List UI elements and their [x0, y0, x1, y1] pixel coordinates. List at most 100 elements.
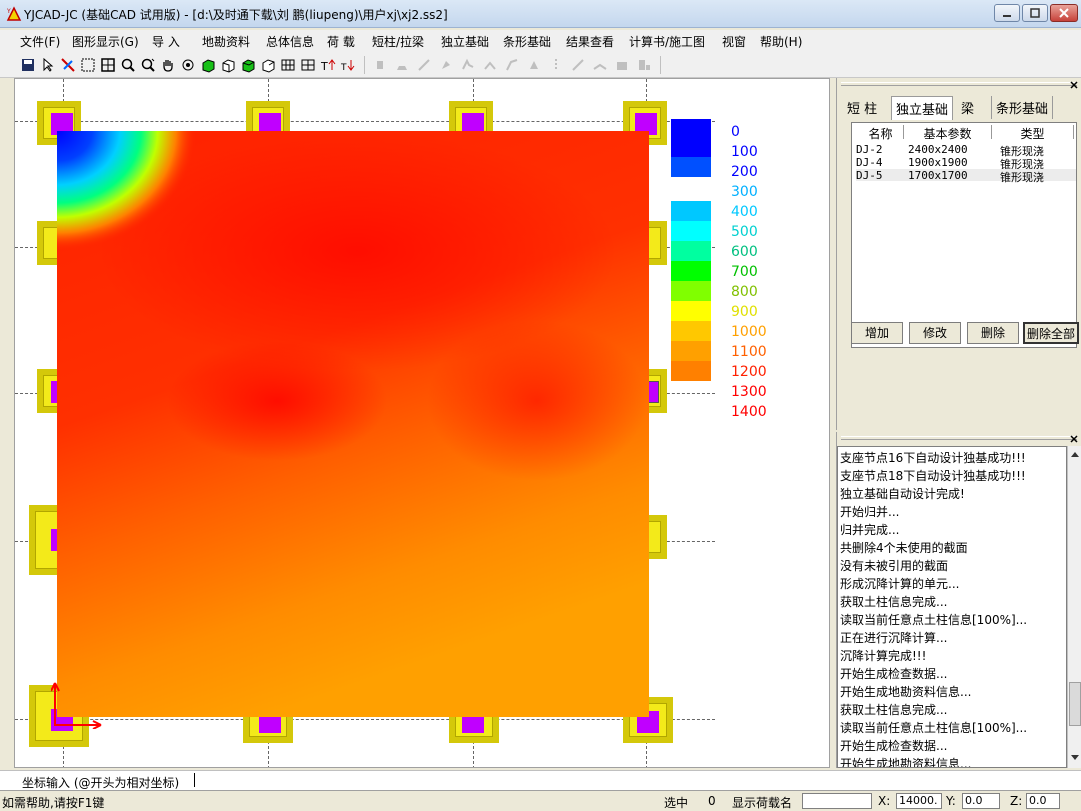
- log-line: 读取当前任意点土柱信息[100%]...: [840, 613, 1028, 627]
- maximize-icon: [1030, 8, 1040, 18]
- column[interactable]: [259, 113, 281, 135]
- show-load-label[interactable]: 显示荷载名: [732, 796, 793, 810]
- menu-short-column[interactable]: 短柱/拉梁: [372, 35, 425, 49]
- menu-bar: 文件(F) 图形显示(G) 导 入 地勘资料 总体信息 荷 载 短柱/拉梁 独立…: [0, 30, 1081, 52]
- menu-file[interactable]: 文件(F): [20, 35, 61, 49]
- add-button[interactable]: 增加: [851, 322, 903, 344]
- menu-geology[interactable]: 地勘资料: [202, 35, 251, 49]
- grid-icon[interactable]: [280, 57, 296, 73]
- scroll-thumb[interactable]: [1069, 682, 1081, 726]
- column[interactable]: [51, 113, 73, 135]
- pointer-icon[interactable]: [40, 57, 56, 73]
- legend-label: 400: [731, 204, 758, 220]
- save-icon[interactable]: [20, 57, 36, 73]
- toolbar: T T: [0, 52, 1081, 78]
- legend-label: 200: [731, 164, 758, 180]
- tab-isolated-footing[interactable]: 独立基础: [891, 96, 954, 120]
- menu-calc-report[interactable]: 计算书/施工图: [629, 35, 706, 49]
- disabled-tool-4-icon: [442, 61, 450, 69]
- zoom-realtime-icon[interactable]: [140, 57, 156, 73]
- minimize-button[interactable]: [994, 4, 1020, 22]
- app-icon: Y: [6, 6, 22, 21]
- scroll-down-icon[interactable]: [1070, 754, 1080, 762]
- x-label: X:: [878, 794, 891, 808]
- view-iso-icon[interactable]: [260, 57, 276, 73]
- tab-beam[interactable]: 梁: [961, 102, 975, 117]
- disabled-tool-12-icon: [617, 62, 627, 70]
- disabled-tool-11-icon: [593, 63, 607, 70]
- footing-table: 名称 基本参数 类型 DJ-2 2400x2400 锥形现浇 DJ-4 1900x19…: [851, 122, 1077, 348]
- table-row[interactable]: DJ-2 2400x2400 锥形现浇: [856, 143, 1044, 158]
- command-line[interactable]: 坐标输入 (@开头为相对坐标): [0, 770, 1081, 790]
- tab-short-column[interactable]: 短 柱: [847, 102, 878, 117]
- pan-icon[interactable]: [160, 57, 176, 73]
- log-line: 归并完成...: [840, 523, 900, 537]
- column[interactable]: [462, 113, 484, 135]
- log-line: 共删除4个未使用的截面: [840, 541, 968, 555]
- drawing-canvas[interactable]: 0 100 200 300 400 500 600 700 800 900 10…: [14, 78, 830, 768]
- column-header-type[interactable]: 类型: [992, 125, 1074, 141]
- log-line: 开始生成地勘资料信息...: [840, 757, 972, 768]
- log-line: 开始归并...: [840, 505, 900, 519]
- log-close-icon[interactable]: [1069, 434, 1079, 444]
- column[interactable]: [635, 113, 657, 135]
- modify-button[interactable]: 修改: [909, 322, 961, 344]
- menu-display[interactable]: 图形显示(G): [72, 35, 139, 49]
- text-up-icon[interactable]: T: [320, 57, 336, 73]
- menu-general-info[interactable]: 总体信息: [266, 35, 315, 49]
- delete-button[interactable]: 删除: [967, 322, 1019, 344]
- menu-results[interactable]: 结果查看: [566, 35, 615, 49]
- log-line: 正在进行沉降计算...: [840, 631, 948, 645]
- z-label: Z:: [1010, 794, 1023, 808]
- cancel-select-icon[interactable]: [60, 57, 76, 73]
- close-button[interactable]: [1050, 4, 1078, 22]
- menu-import[interactable]: 导 入: [152, 35, 180, 49]
- text-down-icon[interactable]: T: [340, 57, 356, 73]
- rotate-view-icon[interactable]: [180, 57, 196, 73]
- y-coordinate: 0.0: [962, 793, 1000, 809]
- log-line: 开始生成地勘资料信息...: [840, 685, 972, 699]
- log-line: 形成沉降计算的单元...: [840, 577, 960, 591]
- log-output: 支座节点16下自动设计独基成功!!! 支座节点18下自动设计独基成功!!! 独立…: [837, 446, 1067, 768]
- legend-swatch-10: [671, 341, 711, 361]
- delete-all-button[interactable]: 删除全部: [1023, 322, 1079, 344]
- zoom-extents-icon[interactable]: [100, 57, 116, 73]
- legend-label: 900: [731, 304, 758, 320]
- view-top-icon[interactable]: [240, 57, 256, 73]
- legend-label: 700: [731, 264, 758, 280]
- legend-label: 500: [731, 224, 758, 240]
- menu-isolated-footing[interactable]: 独立基础: [441, 35, 490, 49]
- maximize-button[interactable]: [1022, 4, 1048, 22]
- legend-label: 300: [731, 184, 758, 200]
- disabled-tool-7-icon: [506, 59, 518, 71]
- view-front-icon[interactable]: [200, 57, 216, 73]
- menu-strip-footing[interactable]: 条形基础: [503, 35, 552, 49]
- column-header-param[interactable]: 基本参数: [904, 125, 992, 141]
- legend-label: 0: [731, 124, 740, 140]
- table-row[interactable]: DJ-4 1900x1900 锥形现浇: [856, 156, 1044, 171]
- log-line: 没有未被引用的截面: [840, 559, 949, 573]
- scroll-up-icon[interactable]: [1070, 450, 1080, 458]
- menu-window[interactable]: 视窗: [722, 35, 747, 49]
- window-title: YJCAD-JC (基础CAD 试用版) - [d:\及时通下载\刘 鹏(liu…: [24, 8, 448, 22]
- panel-close-icon[interactable]: [1069, 80, 1079, 90]
- grid-axis-icon[interactable]: [300, 57, 316, 73]
- view-side-icon[interactable]: [220, 57, 236, 73]
- legend-swatch-3: [671, 201, 711, 221]
- table-row-selected[interactable]: DJ-5 1700x1700 锥形现浇: [856, 169, 1076, 184]
- settlement-contour-map: [57, 131, 649, 717]
- log-scrollbar[interactable]: [1067, 446, 1081, 768]
- window-select-icon[interactable]: [80, 57, 96, 73]
- zoom-window-icon[interactable]: [120, 57, 136, 73]
- menu-help[interactable]: 帮助(H): [760, 35, 803, 49]
- disabled-tool-13-icon: [639, 60, 650, 70]
- load-name-box: [802, 793, 872, 809]
- help-hint: 如需帮助,请按F1键: [2, 796, 105, 810]
- column-header-name[interactable]: 名称: [858, 125, 904, 141]
- disabled-tool-6-icon: [484, 61, 496, 70]
- menu-load[interactable]: 荷 载: [327, 35, 355, 49]
- disabled-tool-9-icon: [555, 59, 557, 71]
- text-cursor: [194, 773, 195, 787]
- grid-axis-line: [15, 719, 715, 720]
- tab-strip-footing[interactable]: 条形基础: [991, 96, 1054, 119]
